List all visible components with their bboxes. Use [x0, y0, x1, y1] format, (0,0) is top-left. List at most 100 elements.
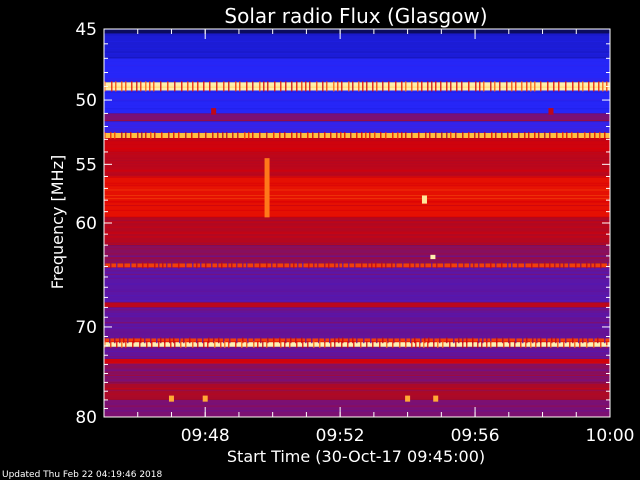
band-speckle — [549, 262, 551, 269]
band-texture-line — [104, 309, 610, 311]
band-speckle — [228, 81, 230, 92]
band-speckle — [197, 81, 199, 92]
band-speckle — [212, 131, 214, 140]
band-speckle — [260, 337, 262, 344]
band-speckle — [593, 341, 595, 348]
band-texture-line — [104, 221, 610, 223]
band-speckle — [414, 337, 416, 344]
band-speckle — [599, 131, 601, 140]
band-speckle — [171, 262, 173, 269]
band-speckle — [602, 81, 604, 92]
band-speckle — [558, 81, 560, 92]
band-speckle — [578, 337, 580, 344]
band-speckle — [347, 341, 349, 348]
band-speckle — [208, 337, 210, 344]
band-speckle — [402, 262, 404, 269]
plot-area — [104, 29, 610, 418]
band-speckle — [150, 131, 152, 140]
band-speckle — [604, 337, 606, 344]
band-texture-line — [104, 369, 610, 371]
band-speckle — [348, 262, 350, 269]
band-texture-line — [104, 220, 610, 222]
band-speckle — [247, 337, 249, 344]
band-speckle — [370, 337, 372, 344]
band-speckle — [132, 341, 134, 348]
band-speckle — [337, 81, 339, 92]
band-speckle — [449, 341, 451, 348]
band-speckle — [160, 81, 162, 92]
band-speckle — [375, 262, 377, 269]
band-speckle — [431, 81, 433, 92]
band-speckle — [353, 341, 355, 348]
y-tick-label: 70 — [75, 318, 97, 338]
band-speckle — [178, 262, 180, 269]
band-texture-line — [104, 74, 610, 76]
band-speckle — [381, 262, 383, 269]
band-speckle — [156, 337, 158, 344]
band-speckle — [119, 337, 121, 344]
band-speckle — [540, 337, 542, 344]
band-speckle — [214, 341, 216, 348]
band-texture-line — [104, 157, 610, 159]
band-texture-line — [104, 114, 610, 116]
band-speckle — [110, 262, 112, 269]
band-speckle — [490, 81, 492, 92]
band-speckle — [267, 81, 269, 92]
band-speckle — [348, 337, 350, 344]
band-speckle — [606, 341, 608, 348]
band-speckle — [252, 131, 254, 140]
band-speckle — [536, 337, 538, 344]
band-speckle — [419, 262, 421, 269]
band-speckle — [273, 131, 275, 140]
band-speckle — [549, 131, 551, 140]
band-speckle — [244, 131, 246, 140]
band-texture-line — [104, 226, 610, 228]
radio-burst — [433, 395, 439, 402]
band-speckle — [457, 262, 459, 269]
band-speckle — [336, 131, 338, 140]
band-texture-line — [104, 216, 610, 218]
band-texture-line — [104, 356, 610, 358]
band-speckle — [518, 131, 520, 140]
band-texture-line — [104, 160, 610, 162]
band-speckle — [388, 81, 390, 92]
band-speckle — [562, 131, 564, 140]
band-speckle — [207, 341, 209, 348]
band-texture-line — [104, 205, 610, 207]
band-speckle — [179, 337, 181, 344]
band-speckle — [473, 262, 475, 269]
band-texture-line — [104, 242, 610, 244]
band-speckle — [341, 81, 343, 92]
band-speckle — [121, 341, 123, 348]
band-speckle — [123, 262, 125, 269]
band-speckle — [550, 341, 552, 348]
band-speckle — [496, 337, 498, 344]
band-speckle — [528, 131, 530, 140]
x-axis: 09:48 09:52 09:56 10:00 — [137, 29, 635, 446]
band-speckle — [578, 81, 580, 92]
band-speckle — [415, 341, 417, 348]
band-texture-line — [104, 331, 610, 333]
band-speckle — [350, 131, 352, 140]
spectrum-band — [104, 113, 610, 122]
band-speckle — [217, 262, 219, 269]
band-speckle — [546, 337, 548, 344]
band-texture-line — [104, 150, 610, 152]
band-speckle — [491, 131, 493, 140]
band-speckle — [284, 131, 286, 140]
band-speckle — [116, 262, 118, 269]
band-speckle — [474, 131, 476, 140]
band-speckle — [362, 81, 364, 92]
band-speckle — [280, 81, 282, 92]
band-speckle — [466, 341, 468, 348]
band-speckle — [293, 262, 295, 269]
band-speckle — [154, 131, 156, 140]
band-texture-line — [104, 273, 610, 275]
band-speckle — [333, 81, 335, 92]
band-texture-line — [104, 290, 610, 292]
band-texture-line — [104, 257, 610, 259]
band-speckle — [440, 81, 442, 92]
band-speckle — [420, 337, 422, 344]
band-speckle — [189, 337, 191, 344]
band-speckle — [577, 131, 579, 140]
